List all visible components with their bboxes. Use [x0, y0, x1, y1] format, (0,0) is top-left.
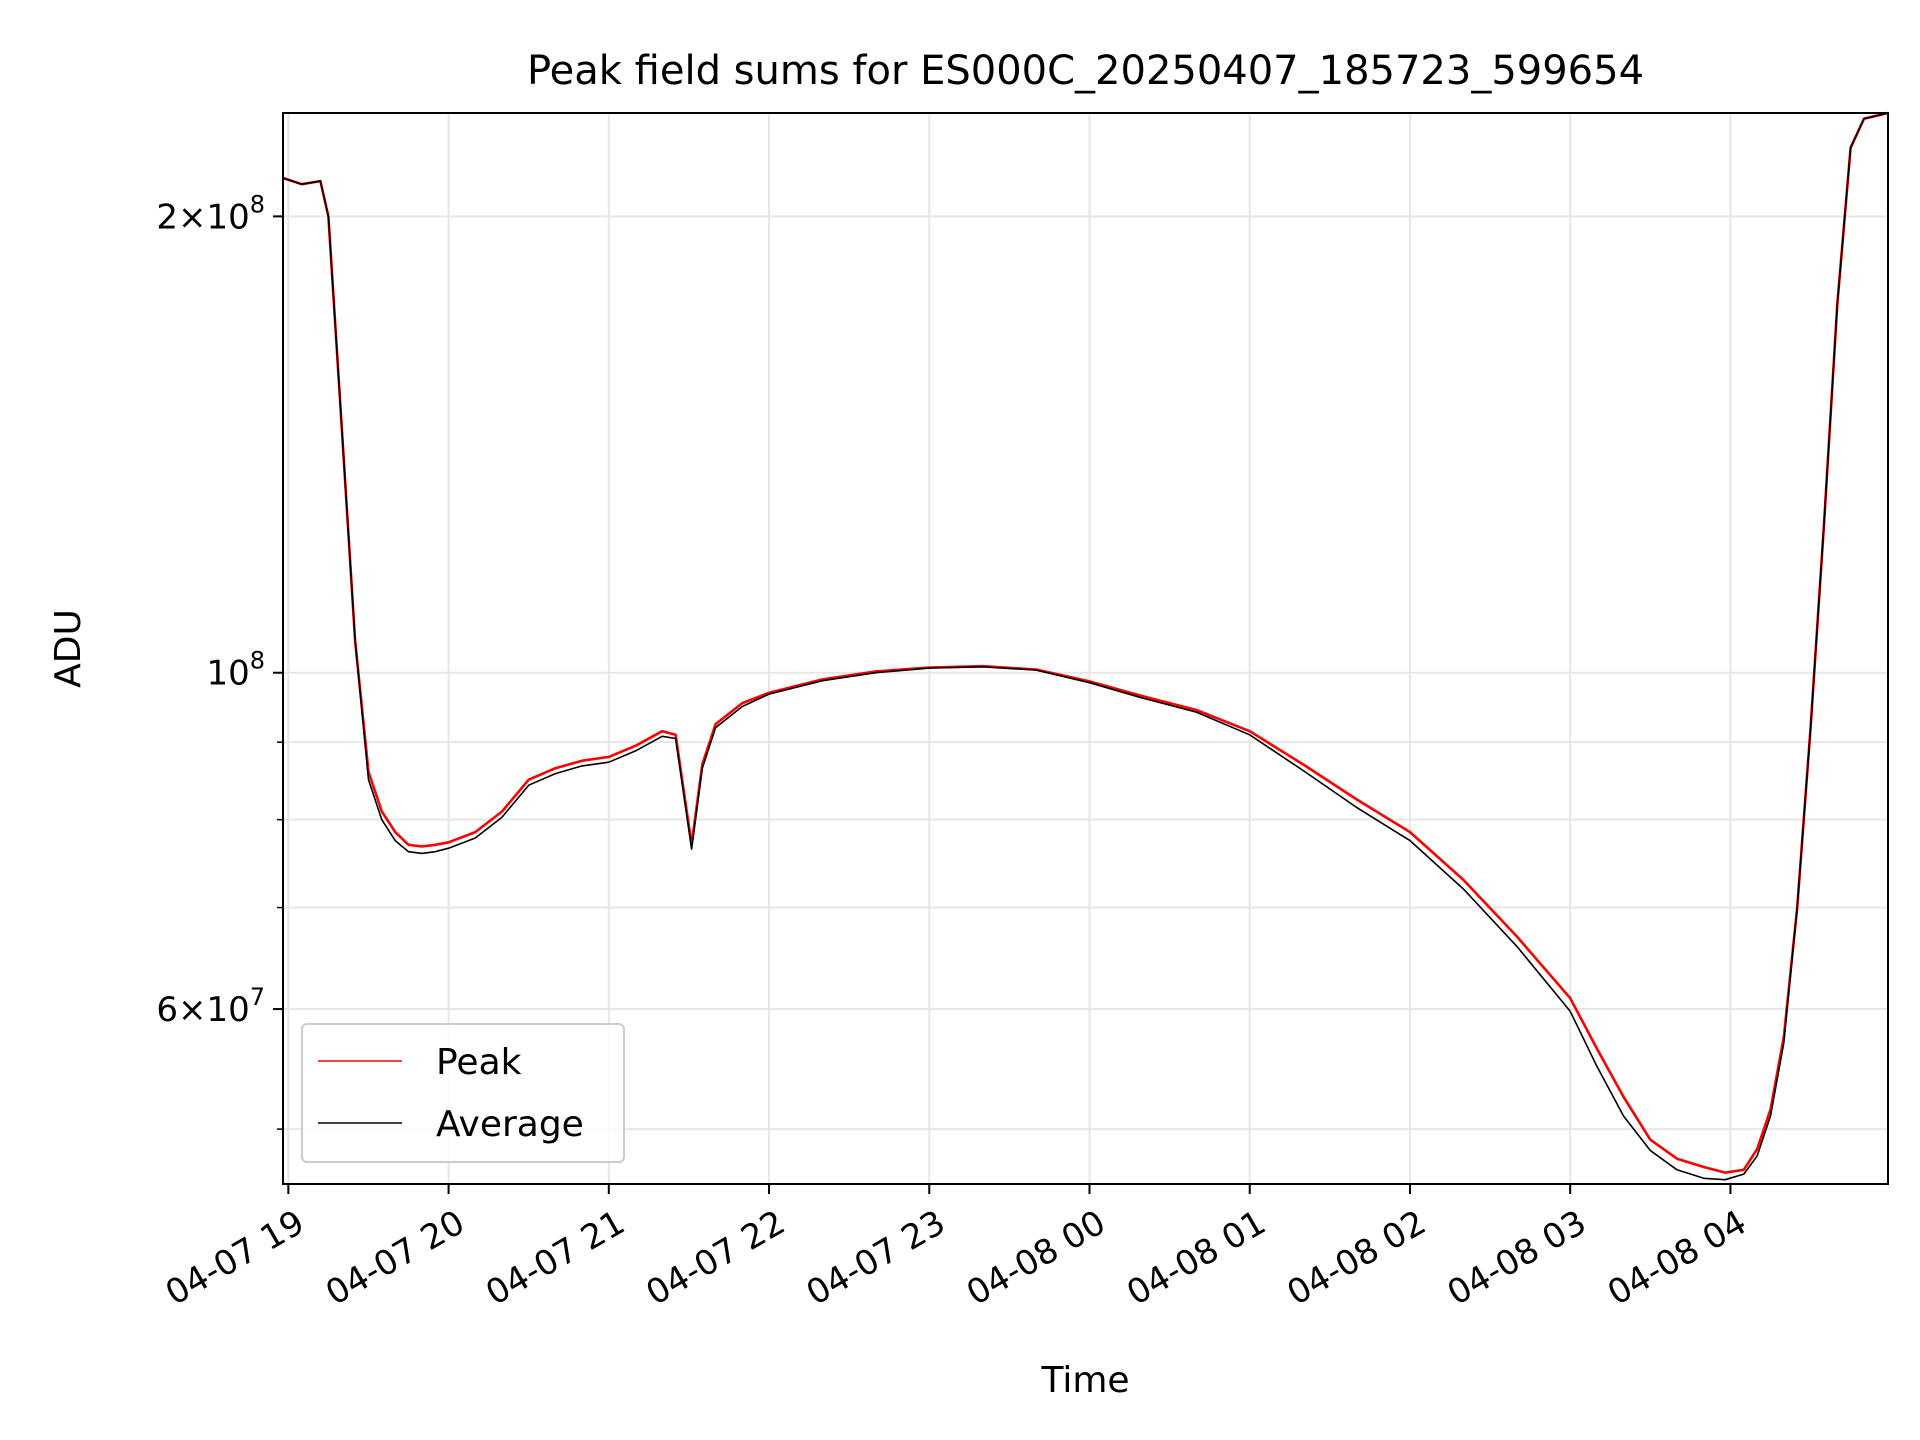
legend-label-average: Average	[436, 1104, 584, 1145]
legend: Peak Average	[301, 1023, 625, 1163]
legend-label-peak: Peak	[436, 1042, 522, 1083]
legend-box	[301, 1023, 625, 1163]
y-tick-label: 6×107	[156, 983, 265, 1030]
plot-frame	[282, 112, 1889, 1185]
grid	[283, 113, 1888, 1184]
y-tick-label: 108	[206, 647, 265, 694]
x-axis-label: Time	[1040, 1360, 1129, 1401]
series-line-average	[282, 112, 1889, 1181]
plot-lines	[282, 111, 1889, 1181]
y-axis-label: ADU	[48, 609, 89, 688]
chart-title: Peak field sums for ES000C_20250407_1857…	[527, 48, 1644, 94]
y-tick-label: 2×108	[156, 190, 265, 237]
